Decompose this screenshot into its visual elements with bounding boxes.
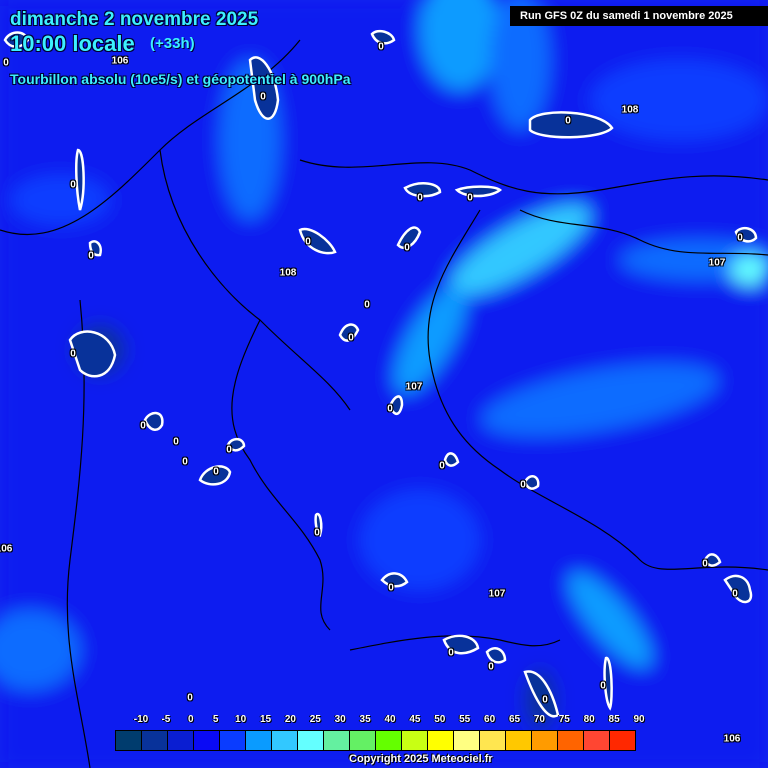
legend-label: 75 [558,714,570,725]
legend-label: 65 [508,714,521,725]
legend-label: 40 [384,714,396,725]
vorticity-zero-label: 0 [417,192,423,204]
color-legend [115,730,636,751]
vorticity-zero-label: 0 [387,403,393,415]
forecast-time: 10:00 locale [10,31,135,56]
legend-label: 20 [284,714,296,725]
vorticity-zero-label: 0 [260,91,266,103]
legend-swatch [532,731,558,750]
legend-swatch [324,731,350,750]
vorticity-zero-label: 0 [314,527,320,539]
legend-label: 85 [608,714,620,725]
geopotential-label: 106 [111,55,129,67]
legend-swatch [116,731,142,750]
legend-swatch [168,731,194,750]
legend-swatch [376,731,402,750]
legend-swatch [298,731,324,750]
vorticity-zero-label: 0 [187,692,193,704]
legend-label: -10 [133,714,149,725]
geopotential-label: 106 [723,733,741,745]
legend-swatch [428,731,454,750]
vorticity-zero-label: 0 [70,179,76,191]
legend-swatch [194,731,220,750]
geopotential-label: 108 [279,267,297,279]
legend-label: 80 [583,714,595,725]
forecast-date: dimanche 2 novembre 2025 [10,9,259,30]
geopotential-label: 108 [621,104,639,116]
legend-swatch [246,731,272,750]
legend-label: 45 [409,714,421,725]
legend-label: 70 [533,714,545,725]
legend-label: 60 [484,714,496,725]
vorticity-zero-label: 0 [520,479,526,491]
vorticity-zero-label: 0 [213,466,219,478]
legend-label: 55 [459,714,471,725]
vorticity-zero-label: 0 [140,420,146,432]
legend-swatch [220,731,246,750]
legend-labels: -10 -5 0 5 10 15 20 25 30 35 40 45 50 55 60 65 70 75 80 85 9… [0,714,768,728]
vorticity-zero-label: 0 [732,588,738,600]
vorticity-zero-label: 0 [173,436,179,448]
legend-label: 15 [259,714,272,725]
legend-swatch [558,731,584,750]
vorticity-zero-label: 0 [404,242,410,254]
legend-label: 25 [309,714,321,725]
vorticity-zero-label: 0 [542,694,548,706]
legend-label: 90 [633,714,645,725]
vorticity-zero-label: 0 [702,558,708,570]
geopotential-label: 107 [405,381,423,393]
legend-swatch [272,731,298,750]
vorticity-zero-label: 0 [182,456,188,468]
legend-swatch [584,731,610,750]
legend-swatch [402,731,428,750]
legend-label: 35 [359,714,371,725]
legend-swatch [454,731,480,750]
vorticity-zero-label: 0 [348,332,354,344]
zero-vorticity-contours [3,29,758,718]
vorticity-zero-label: 0 [364,299,370,311]
legend-swatch [506,731,532,750]
legend-label: 30 [334,714,346,725]
vorticity-zero-label: 0 [565,115,571,127]
legend-label: 5 [212,714,219,725]
legend-label: 0 [188,714,194,725]
legend-label: 50 [434,714,446,725]
vorticity-zero-label: 0 [488,661,494,673]
vorticity-zero-label: 0 [70,348,76,360]
coastlines [0,39,768,768]
vorticity-zero-label: 0 [388,582,394,594]
geopotential-label: 107 [708,257,726,269]
vorticity-zero-label: 0 [448,647,454,659]
legend-swatch [480,731,506,750]
vorticity-zero-label: 0 [226,444,232,456]
vorticity-zero-label: 0 [600,680,606,692]
vorticity-zero-label: 0 [88,250,94,262]
legend-swatch [350,731,376,750]
vorticity-zero-label: 0 [3,57,9,69]
vorticity-zero-label: 0 [439,460,445,472]
geopotential-label: 106 [0,543,13,555]
legend-swatch [610,731,635,750]
legend-swatch [142,731,168,750]
vorticity-zero-label: 0 [467,192,473,204]
run-info: Run GFS 0Z du samedi 1 novembre 2025 [510,6,768,26]
legend-label: 10 [235,714,247,725]
copyright: Copyright 2025 Meteociel.fr [349,753,493,765]
parameter-title: Tourbillon absolu (10e5/s) et géopotenti… [10,71,351,87]
vorticity-zero-label: 0 [737,232,743,244]
geopotential-label: 107 [488,588,506,600]
forecast-lead-time: (+33h) [150,35,195,52]
vorticity-zero-label: 0 [305,236,311,248]
vorticity-zero-label: 0 [378,41,384,53]
legend-label: -5 [161,714,171,725]
